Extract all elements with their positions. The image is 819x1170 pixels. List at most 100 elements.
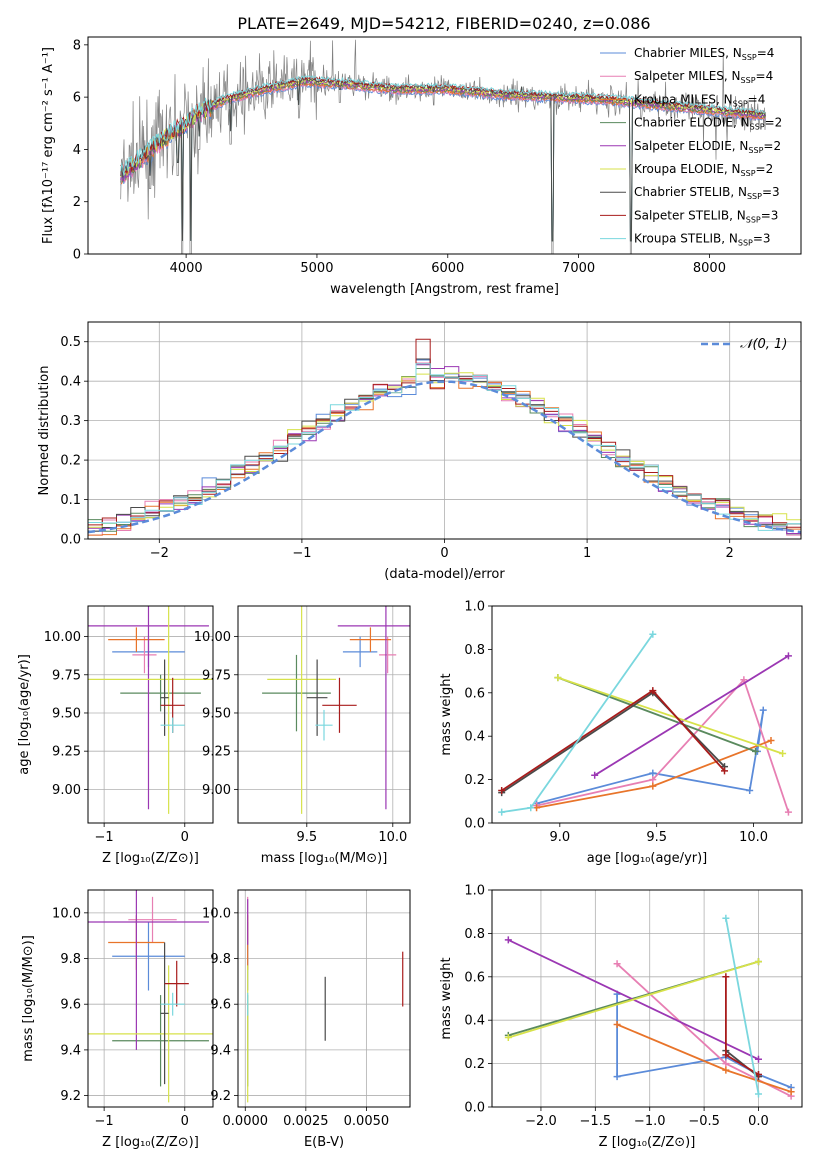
weight-marker-8 [498, 808, 506, 816]
y-tick-label: 0.2 [464, 1057, 485, 1072]
weight-marker-1 [722, 1060, 730, 1068]
y-axis-label: mass weight [439, 673, 454, 755]
x-tick-label: 6000 [431, 261, 464, 276]
x-tick-label: −1 [95, 1114, 114, 1129]
x-axis-label: E(B-V) [304, 1135, 344, 1150]
legend-label: Chabrier STELIB, N [634, 185, 747, 199]
weight-marker-4 [591, 771, 599, 779]
legend-label: Kroupa MILES, N [634, 92, 733, 106]
weight_vs_Z-axes: −2.0 −1.5 −1.0 −0.5 0.0 0.0 0.2 0.4 0.6 0.8 1.0 Z [… [439, 884, 803, 1150]
mass_vs_EBV-axes: 0.0000 0.0025 0.0050 9.2 9.4 9.6 9.8 10.0 E(B-V) [202, 889, 411, 1150]
x-tick-label: 0.0050 [344, 1114, 390, 1129]
weight-line-5 [508, 960, 759, 1039]
weight_vs_age-frame [491, 605, 803, 824]
weight-marker-5 [554, 674, 562, 682]
y-tick-label: 9.4 [60, 1043, 81, 1058]
age_vs_Z-plot-area [88, 606, 213, 814]
legend-eq: =4 [757, 46, 775, 60]
legend-entry-6: Chabrier STELIB, NSSP=3 [634, 185, 780, 201]
figure-title: PLATE=2649, MJD=54212, FIBERID=0240, z=0… [237, 14, 650, 33]
legend-entry-0: Chabrier MILES, NSSP=4 [634, 46, 774, 62]
weight-marker-1 [649, 776, 657, 784]
age_vs_Z-frame [87, 605, 214, 824]
y-tick-label: 1.0 [464, 884, 485, 899]
x-tick-label: 9.0 [549, 830, 570, 845]
legend-sub: SSP [742, 53, 757, 62]
weight-marker-4 [754, 1055, 762, 1063]
residual-hist-8 [88, 363, 801, 539]
weight-marker-7 [722, 1051, 730, 1059]
weight-line-4 [594, 655, 789, 777]
mass_vs_Z-plot-area [88, 890, 213, 1103]
x-tick-label: 2 [726, 546, 734, 561]
y-tick-label: 9.00 [202, 783, 231, 798]
weight-marker-2 [787, 1088, 795, 1096]
spectrum-plot-area [120, 39, 767, 254]
normal-curve [88, 380, 801, 534]
legend-entry-3: Chabrier ELODIE, NSSP=2 [634, 116, 782, 132]
legend-entry-4: Salpeter ELODIE, NSSP=2 [634, 139, 781, 155]
x-tick-label: 4000 [170, 261, 203, 276]
legend-sub: SSP [746, 215, 761, 224]
y-tick-label: 9.8 [60, 952, 81, 967]
weight-marker-7 [649, 687, 657, 695]
x-tick-label: 9.5 [296, 830, 317, 845]
x-axis-label: wavelength [Angstrom, rest frame] [330, 282, 559, 297]
legend-sub: SSP [748, 146, 763, 155]
weight_vs_Z-plot-area [504, 914, 795, 1100]
y-tick-label: 9.4 [210, 1043, 231, 1058]
weight-marker-8 [527, 804, 535, 812]
legend-sub: SSP [750, 123, 765, 132]
weight-marker-8 [649, 630, 657, 638]
weight-marker-0 [759, 706, 767, 714]
y-axis-label: Normed distribution [37, 366, 52, 496]
y-tick-label: 0 [73, 248, 81, 263]
weight-marker-0 [746, 786, 754, 794]
residuals-frame [87, 321, 802, 540]
legend-entry-2: Kroupa MILES, NSSP=4 [634, 92, 765, 108]
y-tick-label: 9.2 [60, 1089, 81, 1104]
weight-line-5 [557, 676, 783, 755]
legend-sub: SSP [741, 76, 756, 85]
x-tick-label: 0.0025 [283, 1114, 329, 1129]
y-tick-label: 10.00 [194, 630, 231, 645]
y-tick-label: 6 [73, 91, 81, 106]
y-axis-label: age [log₁₀(age/yr)] [17, 654, 32, 775]
age_vs_Z-axes: −1 0 9.00 9.25 9.50 9.75 10.00 Z [log₁₀(Z/Z⊙)] a… [17, 605, 214, 866]
legend-label: Kroupa ELODIE, N [634, 162, 741, 176]
y-tick-label: 0.1 [60, 493, 81, 508]
y-tick-label: 0.0 [60, 533, 81, 548]
y-tick-label: 2 [73, 195, 81, 210]
legend-eq: =2 [756, 162, 774, 176]
legend-label: Salpeter MILES, N [634, 69, 741, 83]
y-axis-label: Flux [fλ10⁻¹⁷ erg cm⁻² s⁻¹ A⁻¹] [41, 47, 56, 244]
y-tick-label: 0.6 [464, 970, 485, 985]
weight-marker-2 [767, 737, 775, 745]
residuals-axes: −2 −1 0 1 2 0.0 0.1 0.2 0.3 0.4 0.5 (data-model)/er… [37, 321, 802, 582]
spectrum-frame [87, 36, 802, 255]
weight-marker-7 [722, 973, 730, 981]
y-tick-label: 0.5 [60, 335, 81, 350]
legend-label: Chabrier ELODIE, N [634, 116, 750, 130]
x-axis-label: Z [log₁₀(Z/Z⊙)] [102, 1135, 199, 1150]
y-tick-label: 9.8 [210, 952, 231, 967]
mass_vs_EBV-frame [237, 889, 411, 1108]
y-tick-label: 0.2 [464, 773, 485, 788]
x-tick-label: 0.0 [748, 1114, 769, 1129]
legend-label: Salpeter ELODIE, N [634, 139, 748, 153]
y-tick-label: 9.6 [210, 998, 231, 1013]
y-tick-label: 9.2 [210, 1089, 231, 1104]
weight-marker-0 [649, 769, 657, 777]
y-tick-label: 9.25 [52, 745, 81, 760]
weight-marker-2 [722, 1066, 730, 1074]
legend-eq: =2 [765, 116, 783, 130]
y-tick-label: 9.50 [202, 706, 231, 721]
x-axis-label: Z [log₁₀(Z/Z⊙)] [102, 851, 199, 866]
x-tick-label: 5000 [300, 261, 333, 276]
x-tick-label: −1 [95, 830, 114, 845]
x-tick-label: 0 [440, 546, 448, 561]
x-axis-label: Z [log₁₀(Z/Z⊙)] [599, 1135, 696, 1150]
y-tick-label: 0.0 [464, 817, 485, 832]
x-tick-label: 1 [583, 546, 591, 561]
